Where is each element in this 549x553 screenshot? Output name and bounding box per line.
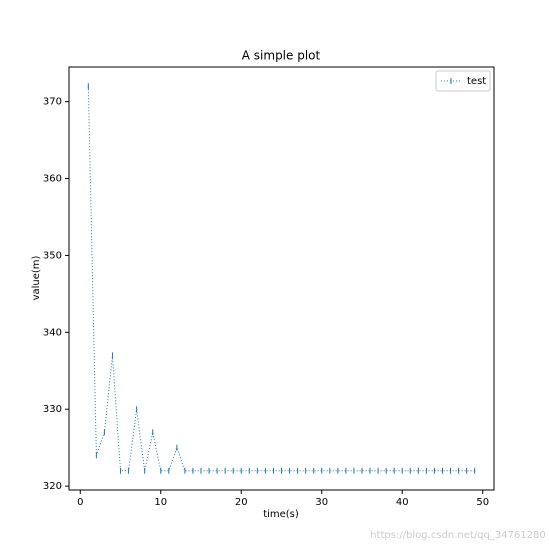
y-tick-label: 330 bbox=[43, 404, 62, 415]
x-tick-label: 10 bbox=[154, 497, 167, 508]
watermark: https://blog.csdn.net/qq_34761280 bbox=[370, 530, 546, 541]
x-axis-label: time(s) bbox=[263, 509, 299, 520]
legend-box bbox=[435, 70, 491, 92]
y-tick-label: 320 bbox=[43, 481, 62, 492]
legend-label: test bbox=[467, 76, 486, 87]
plot-frame bbox=[68, 66, 495, 491]
y-tick-label: 360 bbox=[43, 174, 62, 185]
x-tick-label: 20 bbox=[235, 497, 248, 508]
x-tick-label: 50 bbox=[476, 497, 489, 508]
x-tick-label: 30 bbox=[315, 497, 328, 508]
y-axis-label: value(m) bbox=[31, 255, 42, 300]
x-tick-label: 40 bbox=[396, 497, 409, 508]
y-tick-label: 370 bbox=[43, 97, 62, 108]
chart-title: A simple plot bbox=[242, 49, 321, 63]
y-tick-label: 350 bbox=[43, 250, 62, 261]
x-tick-label: 0 bbox=[77, 497, 83, 508]
y-tick-label: 340 bbox=[43, 327, 62, 338]
